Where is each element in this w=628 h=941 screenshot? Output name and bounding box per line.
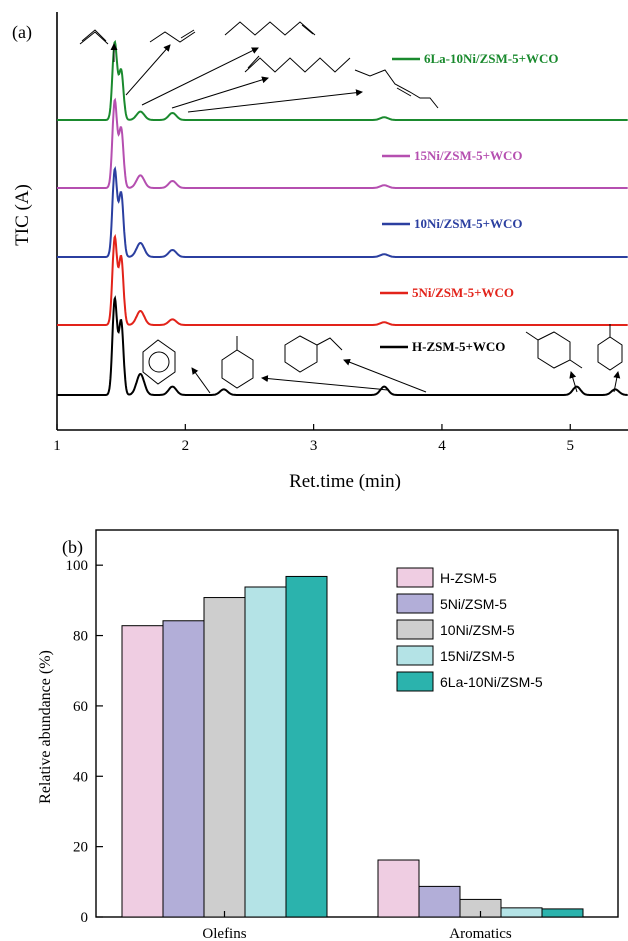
bar-olefins-1	[162, 620, 205, 918]
xylene-methyl-a	[525, 331, 539, 341]
panel-b-y-axis-title: Relative abundance (%)	[37, 650, 54, 804]
arrow-benzene	[191, 367, 211, 394]
panel-a-x-ticks: 1 2 3 4 5	[53, 424, 574, 454]
arrow-octene	[171, 76, 269, 109]
panel-a-x-tick-label: 5	[567, 438, 575, 454]
trace-label: 6La-10Ni/ZSM-5+WCO	[424, 51, 559, 66]
panel-b-category-label: Aromatics	[449, 926, 512, 941]
octene-double-bond	[247, 55, 260, 69]
legend-swatch	[396, 593, 434, 614]
trace-2	[57, 165, 628, 258]
panel-b-y-tick-label: 40	[73, 769, 88, 785]
panel-b-y-tick-label: 20	[73, 840, 88, 856]
bar-olefins-0	[121, 625, 164, 918]
trace-3	[57, 233, 628, 326]
legend-label: 15Ni/ZSM-5	[440, 648, 515, 664]
arrow-xylene	[569, 371, 578, 393]
legend-label: 10Ni/ZSM-5	[440, 622, 515, 638]
trace-label: H-ZSM-5+WCO	[412, 339, 505, 354]
panel-a-x-tick-label: 1	[53, 438, 61, 454]
panel-b-y-ticks: 0 20 40 60 80 100	[66, 558, 103, 926]
olefin-structures	[79, 21, 439, 109]
panel-b-category-labels: Olefins Aromatics	[202, 911, 512, 941]
ethylbenzene-chain	[316, 337, 343, 351]
panel-a-x-tick-label: 4	[438, 438, 446, 454]
trace-1	[57, 97, 628, 189]
arrow-trimethylbenzene	[613, 371, 621, 393]
olefin-arrows	[110, 43, 363, 113]
trace-4	[57, 295, 628, 396]
panel-b-y-tick-label: 0	[81, 910, 89, 926]
legend-label: H-ZSM-5	[440, 570, 497, 586]
long-olefin-structure	[354, 69, 439, 109]
panel-a-x-tick-label: 2	[182, 438, 190, 454]
aromatic-structures	[142, 324, 623, 389]
propene-double-bond	[81, 29, 107, 42]
ethylbenzene-structure	[284, 335, 318, 373]
panel-b-plot-frame	[95, 529, 619, 918]
trimethylbenzene-structure	[597, 336, 623, 371]
xylene-methyl-b	[569, 359, 583, 369]
panel-a-label: (a)	[12, 22, 32, 43]
arrow-butene	[125, 44, 171, 96]
legend-swatch	[396, 567, 434, 588]
octene-structure	[244, 57, 351, 73]
legend-swatch	[396, 671, 434, 692]
bar-aromatics-1	[418, 885, 461, 918]
xylene-structure	[537, 331, 571, 369]
bar-olefins-2	[203, 597, 246, 918]
benzene-structure	[142, 339, 176, 385]
legend-label: 6La-10Ni/ZSM-5	[440, 674, 543, 690]
arrow-toluene	[261, 375, 389, 391]
legend-label: 5Ni/ZSM-5	[440, 596, 507, 612]
panel-a: (a) TIC (A) 1 2 3 4 5 Ret.time (min) 6La-10N…	[12, 12, 628, 492]
butene-structure	[149, 31, 196, 43]
panel-a-x-axis-title: Ret.time (min)	[289, 471, 401, 492]
benzene-ring	[148, 351, 170, 373]
panel-a-x-tick-label: 3	[310, 438, 318, 454]
bar-olefins-3	[244, 586, 287, 918]
panel-b-y-tick-label: 100	[66, 558, 89, 574]
bar-aromatics-4	[541, 908, 584, 918]
trace-label: 5Ni/ZSM-5+WCO	[412, 285, 514, 300]
trace-0	[57, 39, 628, 121]
panel-b-y-tick-label: 80	[73, 629, 88, 645]
legend-swatch	[396, 619, 434, 640]
aromatic-arrows	[191, 358, 621, 394]
panel-a-traces: 6La-10Ni/ZSM-5+WCO 15Ni/ZSM-5+WCO 10Ni/ZSM…	[57, 39, 628, 396]
panel-b-bars	[121, 575, 584, 918]
heptene-structure	[224, 21, 316, 36]
panel-b: (b) Relative abundance (%) 020406080100 …	[37, 529, 619, 941]
panel-b-legend: H-ZSM-5 5Ni/ZSM-5 10Ni/ZSM-5 15Ni/ZSM-5 6La-…	[396, 567, 543, 692]
toluene-structure	[221, 349, 254, 389]
trace-label: 10Ni/ZSM-5+WCO	[414, 216, 523, 231]
heptene-double-bond	[301, 24, 314, 35]
panel-b-category-label: Olefins	[202, 926, 246, 941]
legend-swatch	[396, 645, 434, 666]
arrow-heptene	[141, 47, 259, 106]
panel-b-y-tick-label: 60	[73, 699, 88, 715]
arrow-ethylbenzene	[343, 358, 427, 393]
panel-b-label: (b)	[62, 537, 83, 558]
bar-olefins-4	[285, 575, 328, 918]
panel-a-y-axis-title: TIC (A)	[12, 184, 33, 246]
butene-double-bond	[180, 29, 195, 39]
trace-label: 15Ni/ZSM-5+WCO	[414, 148, 523, 163]
propene-structure	[79, 31, 109, 45]
bar-aromatics-0	[377, 859, 420, 918]
long-olefin-double-bond	[396, 87, 412, 97]
bar-aromatics-3	[500, 907, 543, 918]
arrow-long-olefin	[187, 89, 363, 113]
